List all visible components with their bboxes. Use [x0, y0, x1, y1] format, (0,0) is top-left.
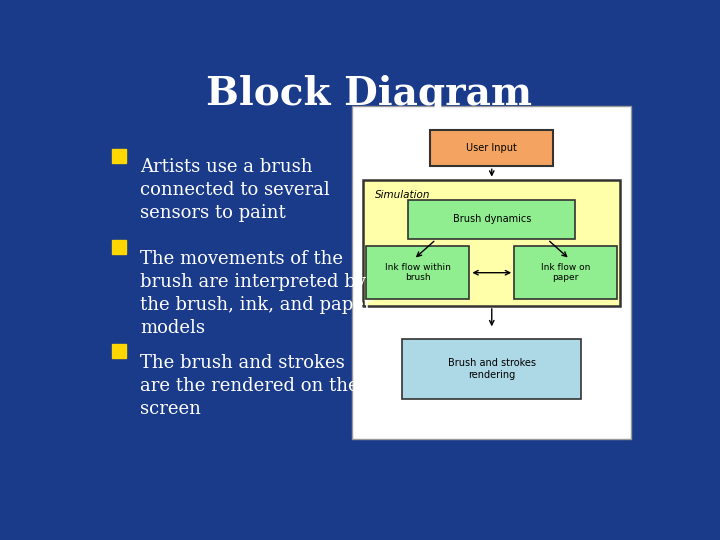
FancyBboxPatch shape — [431, 130, 553, 166]
FancyBboxPatch shape — [366, 246, 469, 299]
FancyBboxPatch shape — [352, 106, 631, 439]
FancyBboxPatch shape — [112, 344, 126, 358]
FancyBboxPatch shape — [408, 199, 575, 239]
Text: The movements of the
brush are interpreted by
the brush, ink, and paper
models: The movements of the brush are interpret… — [140, 250, 373, 336]
Text: The brush and strokes
are the rendered on the
screen: The brush and strokes are the rendered o… — [140, 354, 359, 417]
FancyBboxPatch shape — [514, 246, 617, 299]
Text: Simulation: Simulation — [374, 190, 430, 200]
FancyBboxPatch shape — [364, 180, 620, 306]
Text: Block Diagram: Block Diagram — [206, 75, 532, 113]
Text: Ink flow within
brush: Ink flow within brush — [385, 263, 451, 282]
FancyBboxPatch shape — [112, 148, 126, 163]
FancyBboxPatch shape — [112, 240, 126, 254]
Text: Artists use a brush
connected to several
sensors to paint: Artists use a brush connected to several… — [140, 158, 330, 222]
Text: Ink flow on
paper: Ink flow on paper — [541, 263, 590, 282]
Text: Brush dynamics: Brush dynamics — [453, 214, 531, 225]
FancyBboxPatch shape — [402, 339, 581, 399]
Text: User Input: User Input — [467, 143, 517, 153]
Text: Brush and strokes
rendering: Brush and strokes rendering — [448, 359, 536, 380]
